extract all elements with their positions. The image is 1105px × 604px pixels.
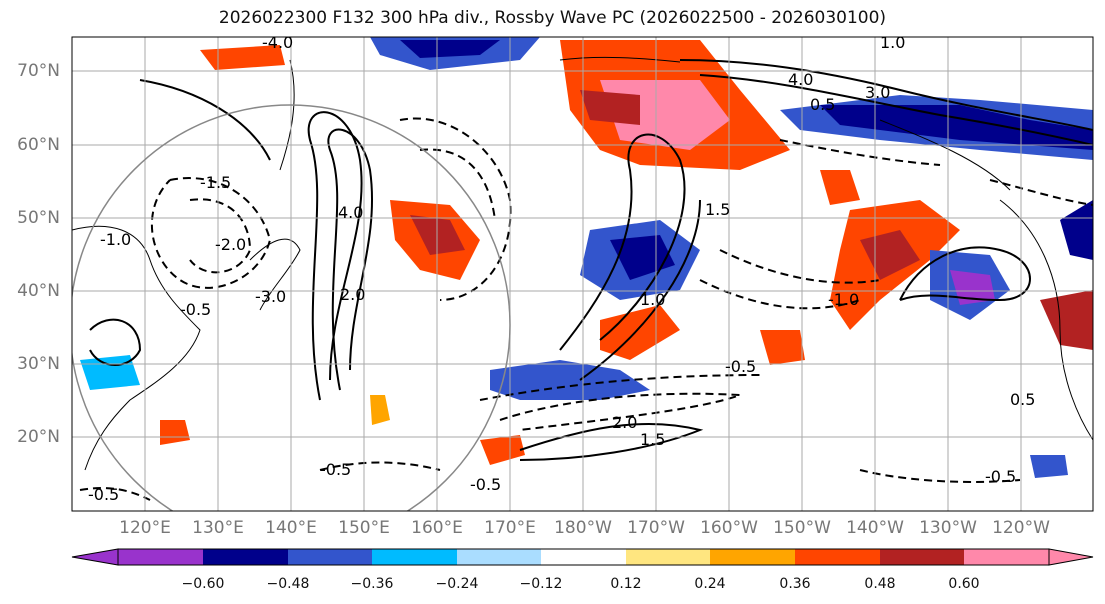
lon-label: 160°E — [411, 518, 463, 538]
lon-label: 150°E — [338, 518, 390, 538]
contour-label: -0.5 — [88, 485, 119, 504]
colorbar-tick: −0.24 — [435, 576, 479, 592]
colorbar-bin — [541, 549, 626, 565]
lon-label: 170°W — [627, 518, 685, 538]
lon-label: 150°W — [773, 518, 831, 538]
colorbar-bin — [203, 549, 288, 565]
contour-label: -1.0 — [100, 230, 131, 249]
lat-label: 50°N — [17, 208, 60, 228]
lon-label: 140°E — [265, 518, 317, 538]
colorbar-bin — [710, 549, 795, 565]
colorbar-bin — [457, 549, 541, 565]
lon-label: 170°E — [484, 518, 536, 538]
colorbar-bin — [118, 549, 203, 565]
colorbar-extend-low — [71, 548, 119, 566]
rossby-wave-contours — [89, 59, 1093, 461]
map-title: 2026022300 F132 300 hPa div., Rossby Wav… — [218, 8, 887, 28]
colorbar-bin — [795, 549, 880, 565]
radius-circle — [72, 104, 511, 511]
contour-label: 1.5 — [640, 430, 665, 449]
lon-label: 140°W — [846, 518, 904, 538]
colorbar — [71, 548, 1094, 566]
colorbar-tick: 0.48 — [864, 576, 896, 592]
lat-label: 30°N — [17, 354, 60, 374]
lon-label: 130°E — [192, 518, 244, 538]
lat-label: 40°N — [17, 281, 60, 301]
colorbar-tick: −0.48 — [266, 576, 310, 592]
lon-label: 180°W — [554, 518, 612, 538]
contour-label: 1.0 — [880, 33, 905, 52]
contour-label: -4.0 — [262, 33, 293, 52]
contour-label: 3.0 — [865, 83, 890, 102]
colorbar-bin — [880, 549, 964, 565]
colorbar-tick: 0.12 — [610, 576, 642, 592]
colorbar-extend-high — [1048, 548, 1094, 566]
contour-label-group: -4.0 4.0 -1.5 -0.5 -1.0 1.0 2.0 -2.0 3.0… — [88, 33, 1035, 504]
lat-label: 60°N — [17, 135, 60, 155]
colorbar-tick: 0.60 — [948, 576, 980, 592]
contour-label: -0.5 — [470, 475, 501, 494]
contour-label: 0.5 — [1010, 390, 1035, 409]
contour-label: -2.0 — [215, 235, 246, 254]
map-frame — [71, 36, 1094, 512]
coastlines — [72, 56, 1093, 471]
contour-label: -1.5 — [200, 173, 231, 192]
colorbar-tick: 0.36 — [779, 576, 811, 592]
lat-label: 20°N — [17, 427, 60, 447]
colorbar-tick: −0.60 — [181, 576, 225, 592]
colorbar-frame — [117, 548, 1050, 566]
lon-label: 160°W — [700, 518, 758, 538]
contour-label: 4.0 — [788, 70, 813, 89]
colorbar-bin — [626, 549, 710, 565]
lon-label: 130°W — [919, 518, 977, 538]
colorbar-bin — [372, 549, 457, 565]
colorbar-tick: −0.36 — [350, 576, 394, 592]
colorbar-bin — [964, 549, 1049, 565]
contour-label: 2.0 — [340, 285, 365, 304]
lon-label: 120°W — [992, 518, 1050, 538]
colorbar-tick: −0.12 — [519, 576, 563, 592]
contour-label: -0.5 — [985, 467, 1016, 486]
contour-label: -3.0 — [255, 287, 286, 306]
contour-label: 0.5 — [810, 95, 835, 114]
colorbar-bin — [288, 549, 372, 565]
lat-label: 70°N — [17, 61, 60, 81]
colorbar-tick: 0.24 — [694, 576, 726, 592]
contour-label: -1.0 — [828, 290, 859, 309]
graticule — [72, 37, 1093, 511]
contour-label: -0.5 — [180, 300, 211, 319]
contour-label: -0.5 — [725, 357, 756, 376]
contour-label: 1.5 — [705, 200, 730, 219]
contour-label: 4.0 — [338, 203, 363, 222]
contour-label: 2.0 — [612, 413, 637, 432]
lon-label: 120°E — [119, 518, 171, 538]
contour-label: -0.5 — [320, 460, 351, 479]
contour-label: 1.0 — [640, 290, 665, 309]
